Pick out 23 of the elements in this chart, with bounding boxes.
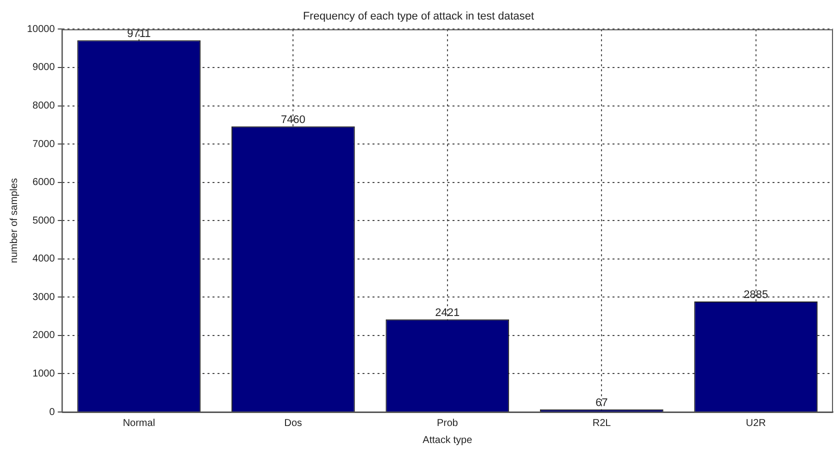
x-tick-label: Prob	[436, 418, 458, 429]
y-tick-label: 4000	[32, 254, 56, 265]
y-axis-title: number of samples	[8, 178, 20, 264]
x-axis-title: Attack type	[422, 434, 473, 446]
y-tick-label: 8000	[32, 100, 56, 112]
y-tick-label: 7000	[32, 138, 56, 150]
y-tick-label: 3000	[32, 292, 56, 303]
data-label: 67	[596, 396, 608, 409]
data-label: 2421	[435, 306, 460, 319]
y-tick-label: 10000	[26, 24, 56, 35]
y-tick-label: 0	[49, 406, 56, 418]
chart-title: Frequency of each type of attack in test dataset	[302, 10, 534, 23]
x-tick-label: R2L	[592, 418, 612, 429]
y-tick-label: 5000	[32, 215, 56, 226]
x-tick-label: U2R	[746, 418, 766, 429]
data-label: 7460	[280, 114, 306, 126]
y-tick-label: 2000	[32, 330, 56, 342]
y-tick-label: 1000	[32, 368, 56, 380]
data-label: 2885	[744, 289, 768, 302]
y-tick-label: 9000	[32, 62, 56, 74]
x-tick-label: Dos	[284, 418, 302, 429]
x-tick-label: Normal	[122, 418, 156, 429]
y-tick-label: 6000	[32, 177, 56, 188]
